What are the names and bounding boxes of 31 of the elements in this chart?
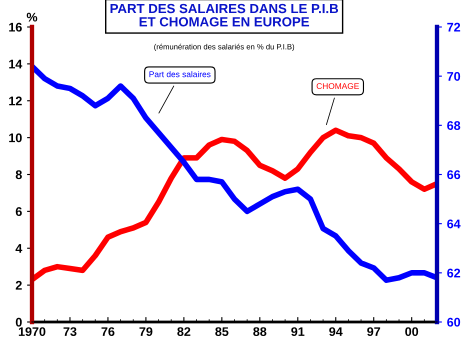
x-tick-label: 1970 bbox=[18, 327, 46, 336]
y2-tick-label: 72 bbox=[447, 22, 460, 32]
y-tick-label: 16 bbox=[9, 22, 22, 32]
annotation: Part des salaires bbox=[149, 71, 211, 78]
y2-tick-label: 64 bbox=[447, 219, 461, 228]
chart-title: PART DES SALAIRES DANS LE P.I.B ET CHOMAGE EN EUROPE bbox=[110, 4, 338, 26]
y2-tick-label: 66 bbox=[447, 170, 460, 180]
y2-tick-label: 62 bbox=[447, 268, 460, 278]
y-tick-label: 10 bbox=[9, 133, 22, 142]
y-tick-label: 8 bbox=[16, 170, 22, 180]
x-tick-label: 97 bbox=[367, 327, 380, 336]
x-tick-label: 00 bbox=[405, 327, 418, 336]
y-tick-label: 14 bbox=[9, 60, 22, 68]
x-tick-label: 79 bbox=[139, 327, 152, 336]
y2-tick-label: 68 bbox=[447, 121, 460, 130]
x-tick-label: 94 bbox=[329, 327, 343, 336]
x-tick-label: 73 bbox=[64, 327, 76, 336]
y-tick-label: 2 bbox=[16, 280, 22, 290]
x-tick-label: 85 bbox=[215, 327, 228, 336]
y2-tick-label: 60 bbox=[447, 318, 460, 327]
y2-tick-label: 70 bbox=[447, 72, 460, 81]
x-tick-label: 76 bbox=[102, 327, 114, 336]
x-tick-label: 82 bbox=[177, 327, 190, 336]
y-tick-label: 0 bbox=[16, 318, 22, 327]
y-tick-label: 6 bbox=[16, 207, 22, 216]
y-tick-label: 12 bbox=[9, 96, 22, 106]
x-tick-label: 91 bbox=[291, 327, 304, 336]
x-tick-label: 88 bbox=[253, 327, 266, 336]
y-axis-title: % bbox=[26, 12, 38, 22]
annotation: CHOMAGE bbox=[316, 83, 359, 90]
y-tick-label: 4 bbox=[16, 244, 22, 253]
